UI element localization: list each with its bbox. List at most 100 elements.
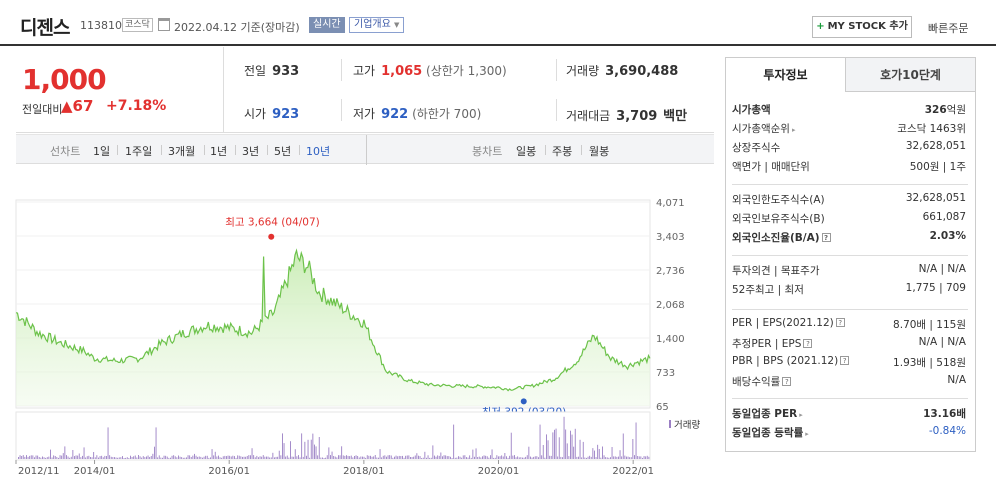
tab-investment-info[interactable]: 투자정보 [726, 58, 846, 92]
open-value: 923 [272, 107, 300, 122]
volume-bar [467, 457, 469, 459]
info-value-unit: 억원 [946, 104, 966, 116]
chevron-right-icon[interactable]: ▸ [791, 126, 796, 134]
info-row: PBR | BPS (2021.12)? 1.93배 | 518원 [732, 355, 966, 373]
volume-bar [358, 457, 360, 459]
volume-bar [454, 457, 456, 459]
volume-bar [334, 456, 336, 459]
volume-bar [170, 457, 171, 459]
volume-bar [77, 455, 79, 459]
candle-chart-label: 봉차트 [472, 145, 503, 158]
volume-bar [312, 433, 314, 459]
market-badge: 코스닥 [122, 18, 153, 32]
volume-bar [507, 457, 509, 459]
help-icon[interactable]: ? [821, 233, 831, 242]
volume-bar [229, 455, 231, 459]
volume-bar [275, 456, 277, 459]
volume-bar [517, 456, 519, 459]
volume-bar [122, 456, 123, 459]
divider [732, 184, 968, 185]
tab-weekly-candle[interactable]: 주봉 [552, 145, 573, 158]
x-tick-label: 2012/11 [18, 466, 60, 477]
tab-1week[interactable]: 1주일 [125, 145, 153, 158]
volume-bar [630, 457, 632, 459]
volume-bar [541, 455, 543, 459]
chevron-right-icon[interactable]: ▸ [805, 430, 809, 438]
volume-bar [427, 455, 429, 459]
tab-order-book[interactable]: 호가10단계 [846, 58, 975, 92]
volume-bar [510, 432, 512, 459]
help-icon[interactable]: ? [835, 318, 845, 327]
volume-bar [478, 456, 480, 459]
volume-bar [378, 457, 379, 459]
tab-10year[interactable]: 10년 [306, 145, 331, 158]
tab-1year[interactable]: 1년 [210, 145, 228, 158]
tab-monthly-candle[interactable]: 월봉 [589, 145, 610, 158]
volume-bar [330, 455, 331, 459]
tab-3month[interactable]: 3개월 [168, 145, 196, 158]
volume-bar [486, 456, 488, 459]
info-value-text: 1,775 | 709 [905, 282, 966, 294]
volume-bar [440, 452, 442, 459]
volume-bar [251, 448, 253, 459]
volume-bar [126, 457, 128, 459]
quick-order-link[interactable]: 빠른주문 [928, 22, 969, 35]
volume-bar [267, 456, 269, 459]
volume-bar [566, 443, 568, 459]
x-tick-label: 2014/01 [74, 466, 116, 477]
volume-bar [434, 455, 435, 459]
volume-bar [216, 456, 218, 459]
volume-bar [162, 457, 163, 459]
volume-bar [389, 455, 391, 459]
info-value: 2.03% [930, 230, 966, 242]
volume-bar [285, 456, 287, 459]
volume-bar [587, 456, 589, 459]
volume-bar [221, 457, 223, 459]
change-amount: 67 [72, 97, 94, 115]
help-icon[interactable]: ? [840, 356, 850, 365]
volume-bar [160, 457, 162, 459]
realtime-button[interactable]: 실시간 [309, 17, 345, 33]
volume-bar [557, 456, 559, 459]
upper-limit: (상한가 1,300) [426, 64, 507, 78]
volume-bar [453, 424, 455, 459]
stock-code: 113810 [80, 19, 122, 32]
volume-bar [250, 455, 251, 459]
volume-bar [242, 456, 243, 459]
volume-bar [38, 457, 40, 459]
company-overview-button[interactable]: 기업개요 ▼ [349, 17, 405, 33]
volume-bar [646, 455, 648, 459]
volume-bar [133, 456, 135, 459]
volume-bar [595, 457, 597, 459]
chevron-right-icon[interactable]: ▸ [799, 411, 803, 419]
amount-unit: 백만 [663, 109, 688, 124]
price-area-fill [16, 250, 650, 406]
volume-bar [306, 455, 307, 459]
volume-bar [171, 455, 173, 459]
volume-bar [99, 456, 101, 459]
volume-bar [219, 457, 221, 459]
volume-bar [272, 452, 274, 459]
tab-5year[interactable]: 5년 [274, 145, 292, 158]
line-chart-label: 선차트 [50, 145, 81, 158]
help-icon[interactable]: ? [782, 377, 792, 386]
info-value-text: 1.93배 | 518원 [893, 357, 966, 369]
volume-bar [446, 456, 448, 459]
volume-bar [642, 457, 643, 459]
volume-bar [174, 456, 176, 459]
volume-bar [83, 447, 85, 459]
amount-cell: 거래대금 3,709 백만 [566, 105, 687, 124]
volume-bar [181, 457, 183, 459]
info-key: 시가총액순위 ▸ [732, 123, 796, 135]
volume-bar [155, 427, 157, 459]
volume-bar [640, 456, 642, 459]
volume-bar [43, 457, 45, 459]
volume-bar [117, 457, 119, 459]
volume-bar [154, 446, 155, 459]
price-chart[interactable]: 4,071 3,403 2,736 2,068 1,400 733 65 최고 3,664 … [0, 180, 716, 480]
tab-3year[interactable]: 3년 [242, 145, 260, 158]
mystock-add-button[interactable]: + MY STOCK 추가 [812, 16, 912, 38]
tab-1day[interactable]: 1일 [93, 145, 111, 158]
tab-daily-candle[interactable]: 일봉 [516, 145, 537, 158]
help-icon[interactable]: ? [803, 339, 813, 348]
